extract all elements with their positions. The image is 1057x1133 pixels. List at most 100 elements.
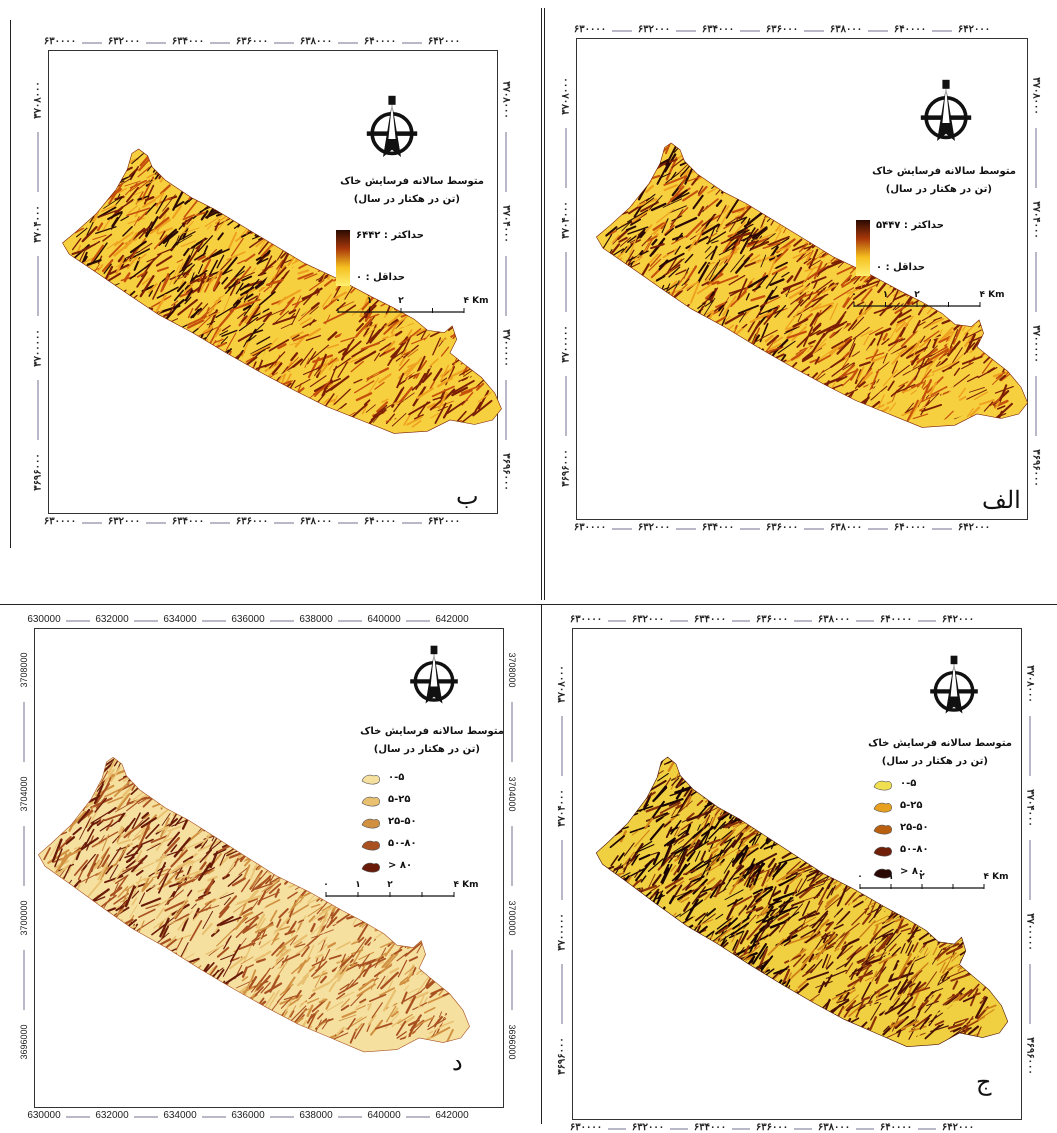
legend-class-label: ۵-۲۵ [900,800,922,811]
y-tick-label-right: ۳۷۰۴۰۰۰ [501,205,512,243]
legend-class-label: ۰-۵ [900,778,916,789]
legend-gradient-bar [336,230,350,286]
graticule-dash [37,132,39,192]
y-tick-label-right: ۳۷۰۴۰۰۰ [1025,789,1036,827]
graticule-dash [23,950,25,1010]
x-tick-label-top: ۶۳۶۰۰۰ [756,614,788,625]
graticule-dash [402,522,422,524]
graticule-dash [274,42,294,44]
separator-vertical-bottom [541,604,542,1124]
graticule-dash [210,42,230,44]
x-tick-label-top: 634000 [163,614,196,625]
graticule-dash [505,132,507,192]
x-tick-label-bottom: ۶۳۲۰۰۰ [108,516,140,527]
graticule-dash [134,1116,158,1118]
graticule-dash [676,528,696,530]
separator-horizontal [0,604,1057,605]
y-tick-label-right: ۳۷۰۸۰۰۰ [1031,77,1042,115]
x-tick-label-top: 636000 [231,614,264,625]
x-tick-label-bottom: ۶۳۶۰۰۰ [766,522,798,533]
legend-subtitle: (تن در هکتار در سال) [882,756,988,767]
scale-bar-label: ۰ [323,880,329,890]
legend-swatch [872,800,894,814]
graticule-dash [565,376,567,436]
x-tick-label-bottom: 640000 [367,1110,400,1121]
graticule-dash [23,702,25,762]
x-tick-label-top: 642000 [435,614,468,625]
x-tick-label-top: ۶۳۶۰۰۰ [236,36,268,47]
graticule-dash [66,620,90,622]
graticule-dash [37,380,39,440]
legend-title: متوسط سالانه فرسایش خاک [360,726,504,737]
y-tick-label-left: ۳۷۰۴۰۰۰ [33,205,44,243]
graticule-dash [856,1128,874,1130]
y-tick-label-left: ۳۶۹۶۰۰۰ [561,449,572,487]
graticule-dash [1035,128,1037,188]
graticule-dash [511,702,513,762]
y-tick-label-right: ۳۷۰۸۰۰۰ [1025,665,1036,703]
legend-class-label: > ۸۰ [388,860,412,871]
map-canvas [576,38,1026,518]
y-tick-label-left: ۳۷۰۸۰۰۰ [561,77,572,115]
graticule-dash [511,950,513,1010]
graticule-dash [804,528,824,530]
graticule-dash [561,964,563,1024]
north-arrow-icon [410,646,458,704]
graticule-dash [210,522,230,524]
graticule-dash [794,620,812,622]
panel-letter: د [452,1048,463,1076]
graticule-dash [1029,840,1031,900]
y-tick-label-right: 3708000 [507,652,517,687]
x-tick-label-bottom: ۶۳۸۰۰۰ [300,516,332,527]
legend-gradient-bar [856,220,870,276]
legend-title: متوسط سالانه فرسایش خاک [872,166,1016,177]
north-arrow-icon [921,80,971,141]
graticule-dash [66,1116,90,1118]
legend-swatch [872,778,894,792]
graticule-dash [202,620,226,622]
graticule-dash [608,1128,626,1130]
x-tick-label-top: 638000 [299,614,332,625]
legend-class-label: ۰-۵ [388,772,404,783]
y-tick-label-right: 3696000 [507,1024,517,1059]
legend-swatch [872,822,894,836]
y-tick-label-right: ۳۷۰۴۰۰۰ [1031,201,1042,239]
graticule-dash [406,1116,430,1118]
y-tick-label-right: ۳۷۰۰۰۰۰ [1031,325,1042,363]
graticule-dash [608,620,626,622]
scale-bar-label: ۰ [335,296,341,306]
x-tick-label-bottom: ۶۳۰۰۰۰ [44,516,76,527]
y-tick-label-right: ۳۶۹۶۰۰۰ [1025,1037,1036,1075]
x-tick-label-top: ۶۴۰۰۰۰ [364,36,396,47]
x-tick-label-bottom: 636000 [231,1110,264,1121]
y-tick-label-right: ۳۷۰۸۰۰۰ [501,81,512,119]
x-tick-label-top: ۶۴۰۰۰۰ [894,24,926,35]
graticule-dash [511,826,513,886]
x-tick-label-bottom: ۶۳۴۰۰۰ [702,522,734,533]
graticule-dash [37,256,39,316]
x-tick-label-bottom: ۶۳۶۰۰۰ [236,516,268,527]
x-tick-label-top: ۶۳۲۰۰۰ [108,36,140,47]
map-canvas [572,628,1020,1118]
legend-subtitle: (تن در هکتار در سال) [354,194,460,205]
x-tick-label-bottom: ۶۳۲۰۰۰ [638,522,670,533]
x-tick-label-top: ۶۳۴۰۰۰ [172,36,204,47]
graticule-dash [274,522,294,524]
y-tick-label-left: 3696000 [19,1024,29,1059]
x-tick-label-top: ۶۴۲۰۰۰ [958,24,990,35]
legend-swatch [360,838,382,852]
legend-swatch [360,794,382,808]
separator-vertical-top-2 [544,8,545,600]
y-tick-label-left: 3700000 [19,900,29,935]
graticule-dash [270,620,294,622]
y-tick-label-left: ۳۶۹۶۰۰۰ [557,1037,568,1075]
scale-bar-label: ۴ Km [980,290,1005,300]
scale-bar-label: ۴ Km [454,880,479,890]
graticule-dash [794,1128,812,1130]
y-tick-label-left: ۳۷۰۴۰۰۰ [561,201,572,239]
y-tick-label-left: ۳۷۰۴۰۰۰ [557,789,568,827]
x-tick-label-top: ۶۴۲۰۰۰ [942,614,974,625]
